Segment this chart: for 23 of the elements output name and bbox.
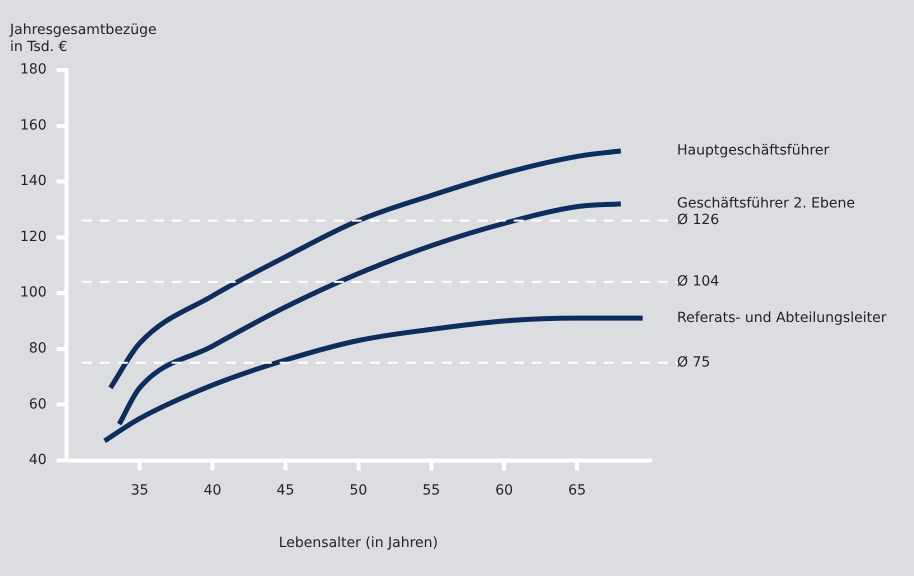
ref-line-label: Ø 104: [677, 274, 720, 290]
x-axis-title: Lebensalter (in Jahren): [278, 535, 438, 552]
text: Geschäftsführer 2. Ebene: [677, 195, 855, 212]
y-tick-label: 100: [20, 284, 47, 301]
x-tick-label: 65: [568, 482, 586, 498]
y-tick-label: 80: [28, 340, 47, 356]
y-tick-label: 140: [20, 173, 47, 190]
x-tick-label: 35: [130, 482, 149, 498]
y-tick-label: 160: [20, 117, 47, 134]
y-tick-label: 60: [28, 396, 47, 412]
y-axis-title: Jahresgesamtbezüge in Tsd. €: [10, 22, 158, 56]
y-tick-label: 120: [20, 228, 47, 245]
x-tick-label: 45: [276, 482, 294, 498]
y-tick-label: 180: [20, 62, 47, 78]
ref-line-label: Ø 126: [677, 212, 720, 228]
text: Hauptgeschäftsführer: [677, 142, 830, 159]
x-tick-label: 55: [422, 482, 440, 498]
x-tick-label: 50: [349, 482, 368, 498]
x-tick-label: 60: [495, 482, 514, 498]
text: Referats- und Abteilungsleiter: [677, 310, 887, 326]
y-tick-label: 40: [28, 452, 47, 468]
x-tick-label: 40: [204, 482, 222, 498]
ref-line-label: Ø 75: [677, 354, 710, 370]
